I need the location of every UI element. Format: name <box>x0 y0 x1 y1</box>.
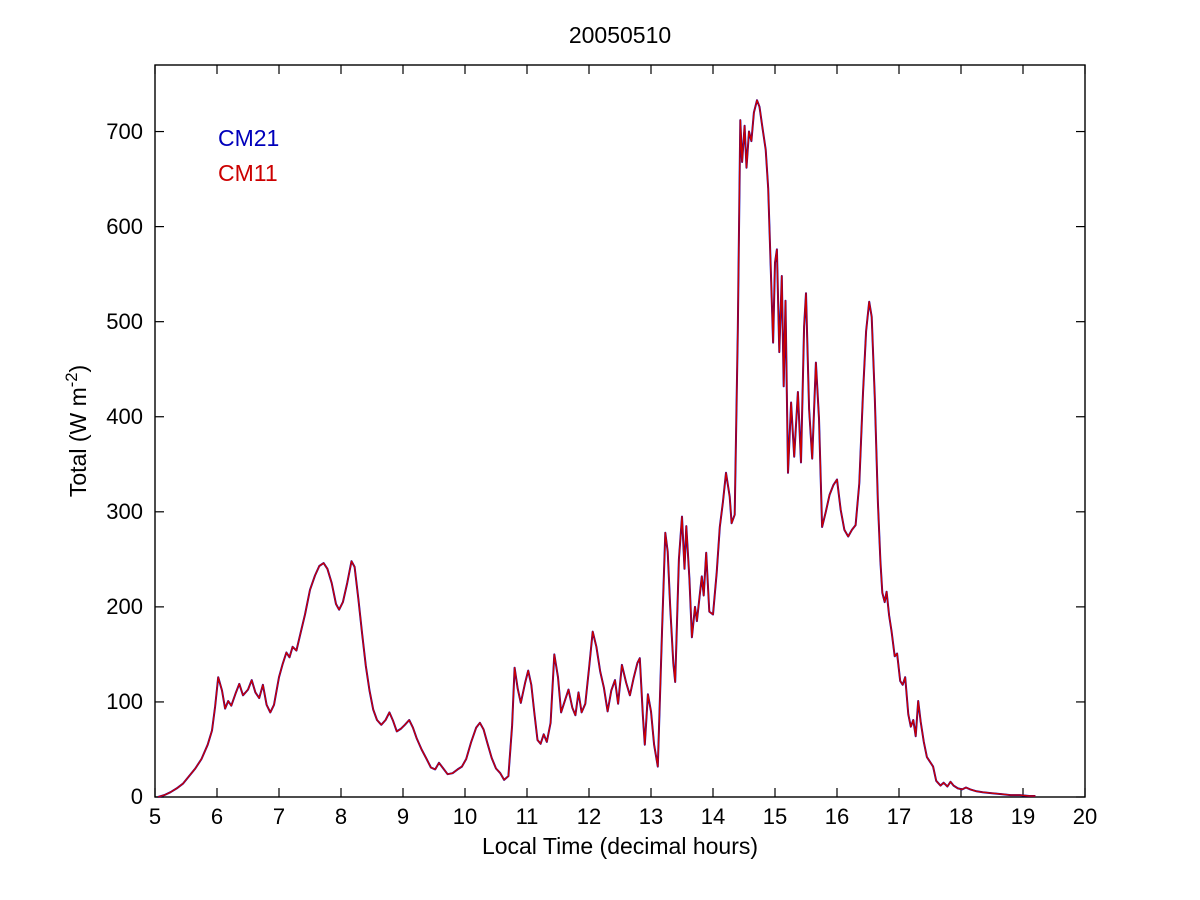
y-tick-label: 500 <box>106 308 143 334</box>
x-tick-label: 14 <box>700 804 726 829</box>
x-tick-label: 20 <box>1072 804 1098 829</box>
x-tick-label: 5 <box>148 804 162 829</box>
x-tick-label: 16 <box>824 804 850 829</box>
y-tick-label: 200 <box>106 593 143 619</box>
x-tick-label: 6 <box>210 804 224 829</box>
x-tick-label: 19 <box>1010 804 1036 829</box>
y-axis-label-text: Total (W m <box>64 387 91 498</box>
x-axis-label: Local Time (decimal hours) <box>481 833 759 859</box>
x-tick-label: 17 <box>886 804 912 829</box>
y-axis-label: Total (W m-2) <box>62 365 92 497</box>
x-tick-label: 15 <box>762 804 788 829</box>
x-tick-label: 10 <box>452 804 478 829</box>
x-tick-label: 13 <box>638 804 664 829</box>
series-line-cm11 <box>157 99 1036 798</box>
x-tick-label: 7 <box>272 804 286 829</box>
y-tick-label: 0 <box>130 784 143 809</box>
series-line-cm21 <box>157 99 1036 798</box>
axes-box <box>154 64 1086 798</box>
x-tick-label: 8 <box>334 804 348 829</box>
chart-title: 20050510 <box>568 22 672 48</box>
x-tick-label: 11 <box>515 804 539 829</box>
y-axis-label-superscript: -2 <box>62 372 82 388</box>
y-tick-label: 100 <box>106 688 143 714</box>
y-tick-label: 300 <box>106 498 143 524</box>
y-tick-label: 400 <box>106 403 143 429</box>
x-tick-label: 18 <box>948 804 974 829</box>
legend-item-cm11: CM11 <box>218 160 278 186</box>
y-tick-label: 700 <box>106 118 143 144</box>
x-tick-label: 12 <box>576 804 602 829</box>
y-tick-label: 600 <box>106 213 143 239</box>
legend-item-cm21: CM21 <box>218 125 280 151</box>
y-axis-label-suffix: ) <box>64 364 91 373</box>
x-tick-label: 9 <box>396 804 410 829</box>
